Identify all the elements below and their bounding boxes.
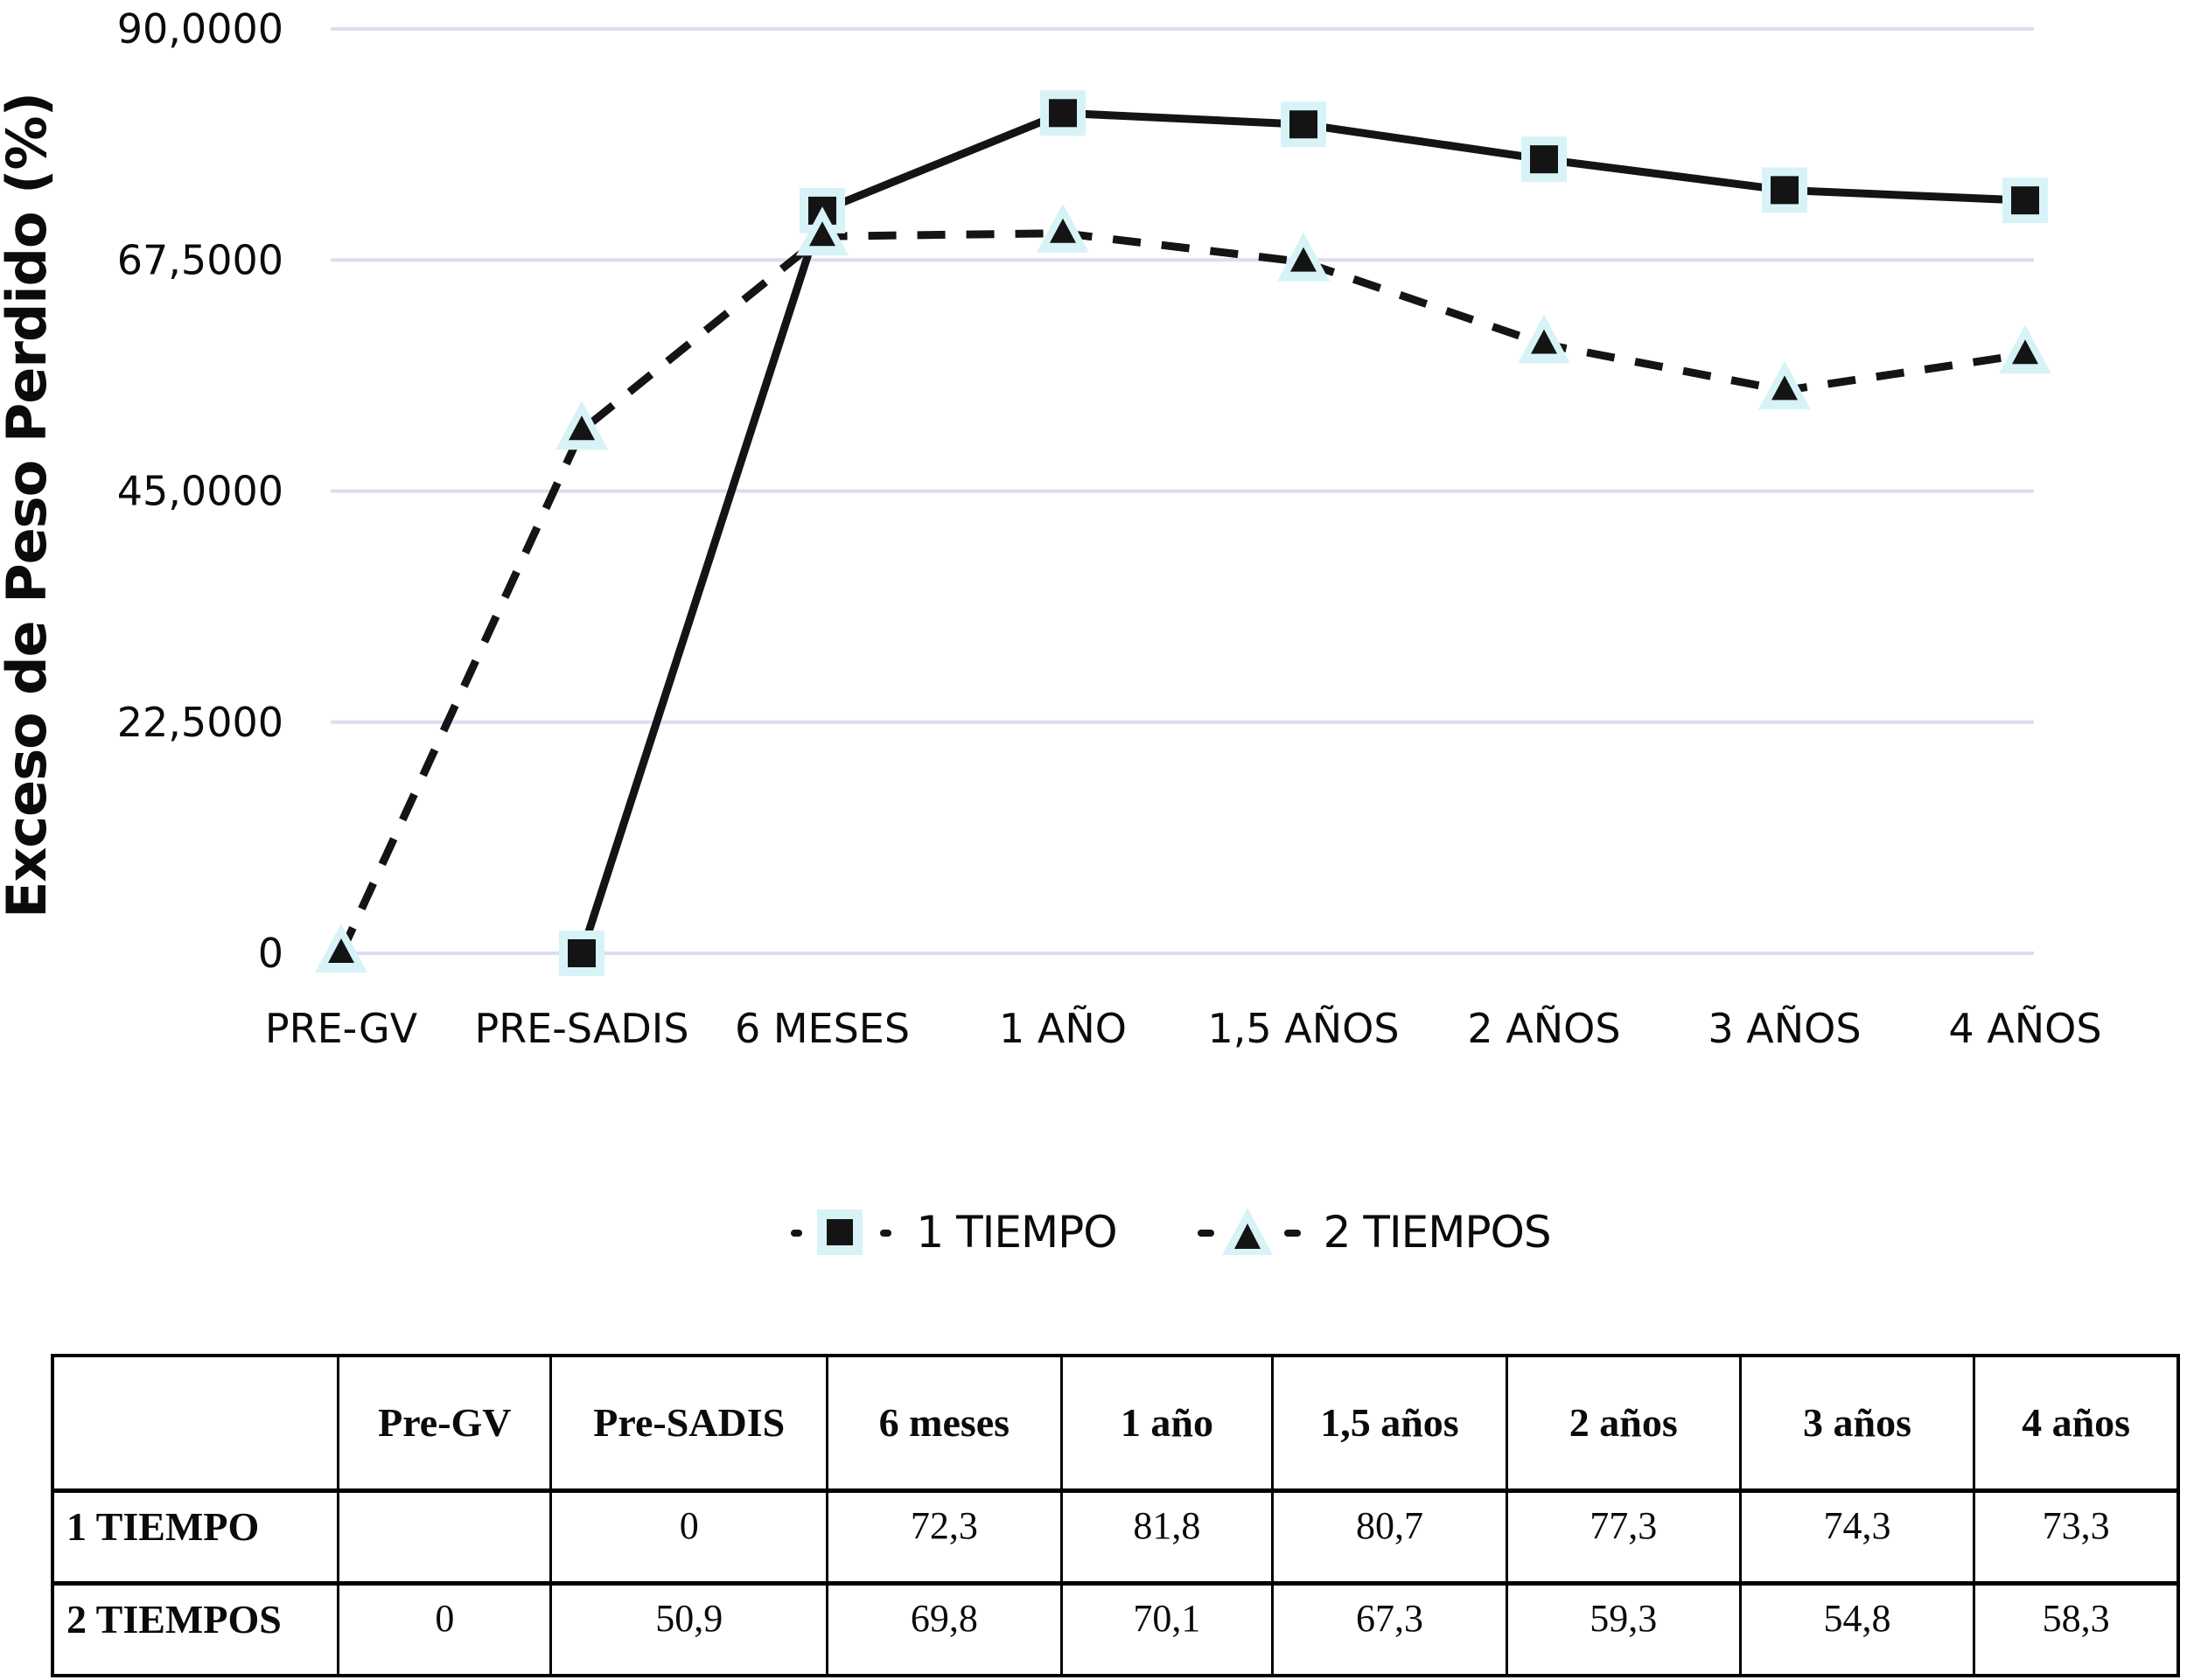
triangle-marker — [809, 221, 835, 247]
table-corner-cell — [51, 1354, 340, 1493]
table-cell: 0 — [337, 1581, 553, 1677]
triangle-marker — [1771, 375, 1798, 401]
table-cell: 70,1 — [1059, 1581, 1275, 1677]
excess-weight-loss-line-chart: Exceso de Peso Perdido (%) 0 22,5000 45,000… — [0, 5, 2102, 1052]
table-cell: 54,8 — [1738, 1581, 1976, 1677]
y-tick-label: 45,0000 — [117, 468, 283, 515]
y-axis-title: Exceso de Peso Perdido (%) — [0, 93, 59, 918]
column-header-3: 6 meses — [826, 1354, 1063, 1493]
table-cell: 81,8 — [1059, 1488, 1275, 1586]
column-header-6: 2 años — [1505, 1354, 1742, 1493]
data-table: Pre-GV Pre-SADIS 6 meses 1 año 1,5 años 2 año… — [51, 1354, 2180, 1677]
legend-label-1-tiempo: 1 TIEMPO — [916, 1207, 1117, 1258]
square-marker — [1771, 176, 1799, 205]
triangle-marker — [569, 415, 595, 441]
y-tick-label: 90,0000 — [117, 5, 283, 52]
legend-item-1-tiempo: 1 TIEMPO — [790, 1207, 1118, 1258]
triangle-marker — [2012, 339, 2038, 365]
table-cell: 80,7 — [1271, 1488, 1508, 1586]
square-marker — [2011, 186, 2039, 215]
x-tick-label: 1 AÑO — [999, 1005, 1127, 1052]
square-marker — [1530, 145, 1558, 174]
square-marker — [1289, 110, 1317, 139]
legend-label-2-tiempos: 2 TIEMPOS — [1323, 1207, 1552, 1258]
table-cell: 69,8 — [826, 1581, 1063, 1677]
column-header-8: 4 años — [1973, 1354, 2180, 1493]
column-header-7: 3 años — [1738, 1354, 1976, 1493]
triangle-marker — [1050, 218, 1076, 243]
y-tick-label: 0 — [258, 930, 283, 977]
triangle-marker-icon — [1197, 1208, 1301, 1255]
chart-legend: 1 TIEMPO 2 TIEMPOS — [77, 1205, 2187, 1259]
table-cell: 74,3 — [1738, 1488, 1976, 1586]
row-label: 2 TIEMPOS — [51, 1581, 340, 1677]
series-line-dashed — [337, 229, 2026, 955]
table-row: 2 TIEMPOS 0 50,9 69,8 70,1 67,3 59,3 54,8 58,3 — [51, 1581, 2180, 1677]
table-cell: 58,3 — [1973, 1581, 2180, 1677]
table-cell: 73,3 — [1973, 1488, 2180, 1586]
x-tick-label: PRE-SADIS — [474, 1005, 688, 1052]
table-cell: 72,3 — [826, 1488, 1063, 1586]
table-cell — [337, 1488, 553, 1586]
table-cell: 77,3 — [1505, 1488, 1742, 1586]
column-header-5: 1,5 años — [1271, 1354, 1508, 1493]
table-cell: 59,3 — [1505, 1581, 1742, 1677]
y-tick-label: 22,5000 — [117, 699, 283, 746]
x-tick-label: 2 AÑOS — [1467, 1005, 1620, 1052]
table-cell: 50,9 — [549, 1581, 829, 1677]
triangle-marker — [1531, 329, 1557, 354]
column-header-2: Pre-SADIS — [549, 1354, 829, 1493]
legend-item-2-tiempos: 2 TIEMPOS — [1197, 1207, 1552, 1258]
table-header-row: Pre-GV Pre-SADIS 6 meses 1 año 1,5 años 2 año… — [51, 1354, 2180, 1493]
x-tick-label: 6 MESES — [735, 1005, 910, 1052]
table-cell: 0 — [549, 1488, 829, 1586]
x-tick-label: 4 AÑOS — [1948, 1005, 2101, 1052]
table-row: 1 TIEMPO 0 72,3 81,8 80,7 77,3 74,3 73,3 — [51, 1488, 2180, 1586]
square-marker — [1049, 99, 1077, 128]
x-tick-label: PRE-GV — [265, 1005, 418, 1052]
square-marker-icon — [791, 1209, 892, 1255]
x-tick-label: 1,5 AÑOS — [1207, 1005, 1399, 1052]
square-marker — [568, 939, 596, 967]
y-tick-label: 67,5000 — [117, 236, 283, 283]
triangle-marker — [1290, 247, 1317, 272]
row-label: 1 TIEMPO — [51, 1488, 340, 1586]
column-header-1: Pre-GV — [337, 1354, 553, 1493]
x-tick-label: 3 AÑOS — [1708, 1005, 1861, 1052]
triangle-marker — [328, 938, 354, 963]
table-cell: 67,3 — [1271, 1581, 1508, 1677]
column-header-4: 1 año — [1059, 1354, 1275, 1493]
